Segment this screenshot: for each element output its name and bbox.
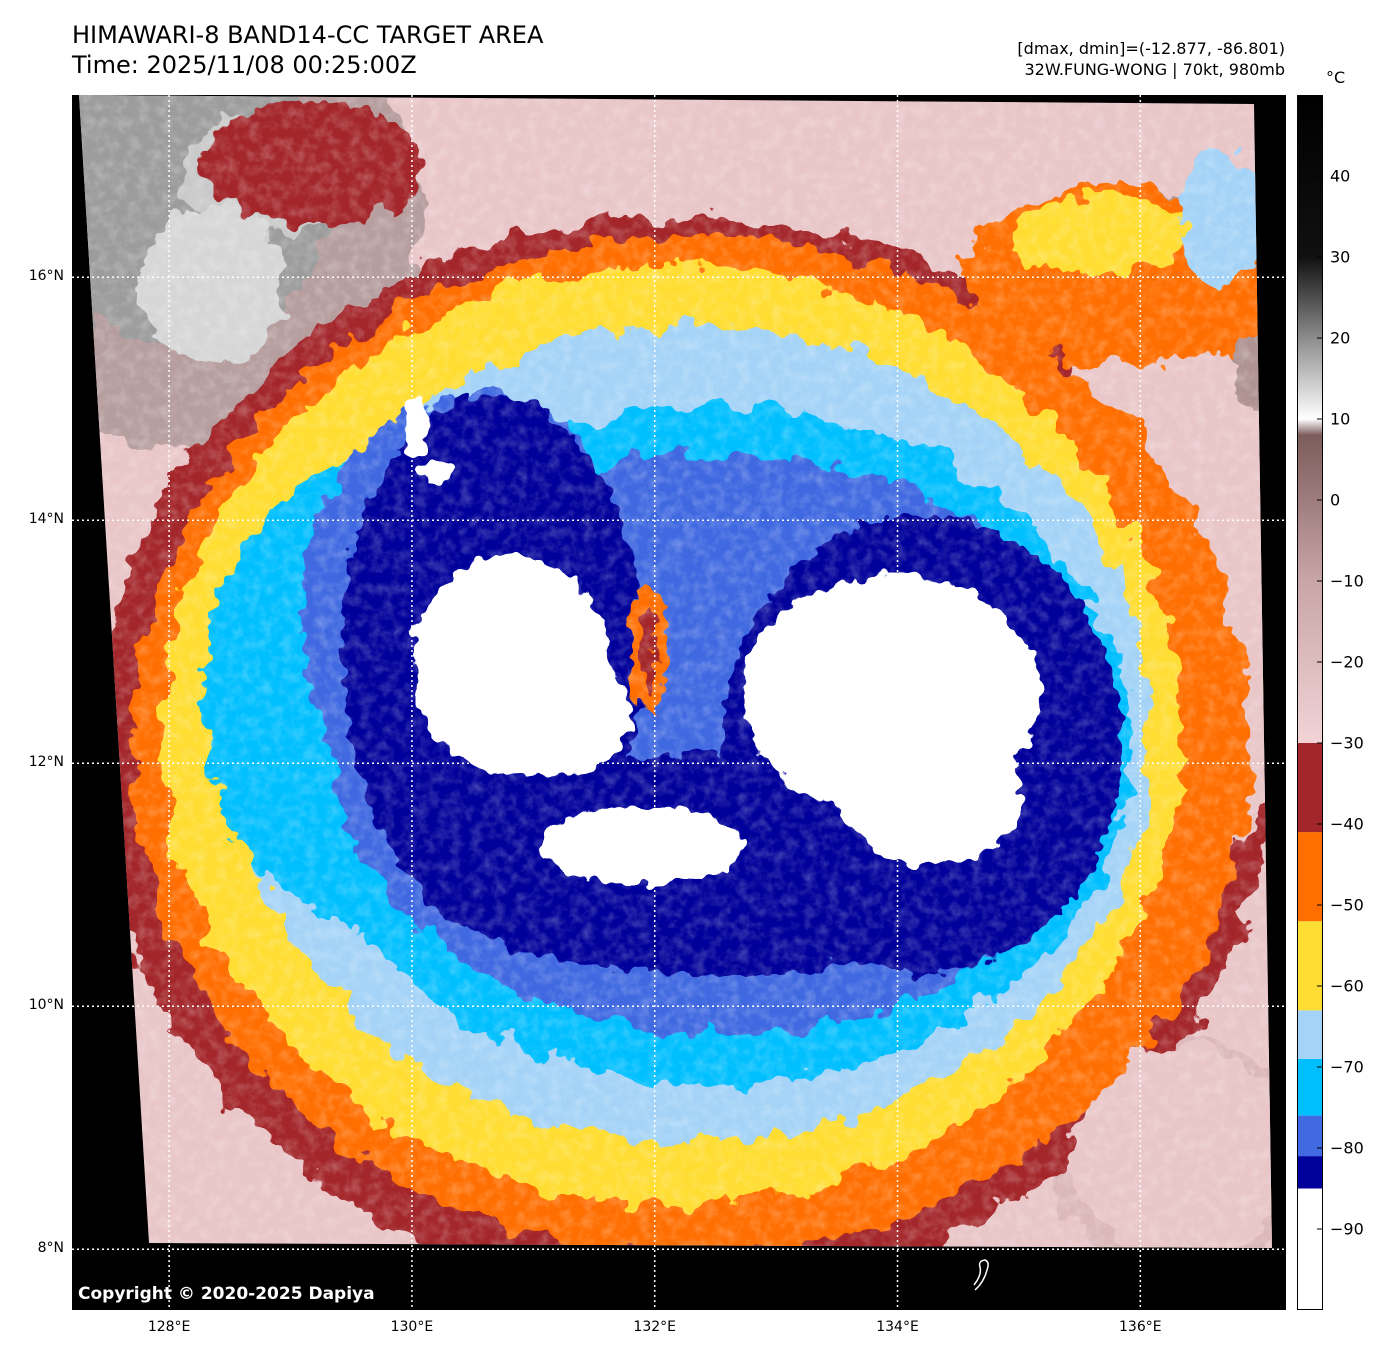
title-time: Time: 2025/11/08 00:25:00Z	[72, 51, 417, 79]
title-product: HIMAWARI-8 BAND14-CC TARGET AREA	[72, 21, 544, 49]
storm-name-intensity: 32W.FUNG-WONG | 70kt, 980mb	[1024, 60, 1285, 79]
lon-tick-label: 130°E	[390, 1319, 434, 1335]
colorbar-band	[1297, 743, 1323, 833]
colorbar-tick-label: −70	[1330, 1057, 1364, 1077]
lon-tick-label: 132°E	[633, 1319, 677, 1335]
colorbar-tick-label: −30	[1330, 733, 1364, 753]
colorbar-band	[1297, 832, 1323, 922]
colorbar-band	[1297, 1115, 1323, 1157]
colorbar-band	[1297, 1058, 1323, 1116]
satellite-map	[72, 95, 1286, 1310]
colorbar-tick-label: −60	[1330, 976, 1364, 996]
colorbar-tick-label: −50	[1330, 895, 1364, 915]
colorbar-tick-label: −80	[1330, 1138, 1364, 1158]
lat-tick-label: 16°N	[28, 268, 64, 285]
storm-info: [dmax, dmin]=(-12.877, -86.801) 32W.FUNG…	[1017, 38, 1285, 80]
dmax-dmin-readout: [dmax, dmin]=(-12.877, -86.801)	[1017, 39, 1285, 58]
colorbar-tick-label: 10	[1330, 409, 1351, 429]
lon-tick-label: 136°E	[1119, 1319, 1162, 1335]
colorbar-tick-label: −90	[1330, 1219, 1364, 1239]
lat-tick-label: 12°N	[28, 754, 64, 771]
lon-tick-label: 134°E	[876, 1319, 919, 1335]
lat-tick-label: 14°N	[28, 511, 64, 528]
lat-tick-label: 8°N	[37, 1240, 64, 1257]
island-outline	[973, 1259, 989, 1291]
colorbar-band	[1297, 1010, 1323, 1059]
colorbar-tick-label: −40	[1330, 814, 1364, 834]
colorbar-band	[1297, 1156, 1323, 1189]
colorbar-band	[1297, 921, 1323, 1011]
lon-tick-label: 128°E	[147, 1319, 191, 1335]
copyright-notice: Copyright © 2020-2025 Dapiya	[78, 1284, 375, 1304]
colorbar-tick-label: 20	[1330, 328, 1351, 348]
lat-lon-gridlines	[72, 95, 1286, 1310]
colorbar-tick-label: 0	[1330, 490, 1341, 510]
colorbar-tick-label: 30	[1330, 247, 1351, 267]
colorbar-tick-label: 40	[1330, 166, 1351, 186]
colorbar-unit: °C	[1326, 68, 1346, 87]
colorbar-tick-label: −20	[1330, 652, 1364, 672]
colorbar-band	[1297, 1188, 1323, 1310]
lat-tick-label: 10°N	[28, 997, 64, 1014]
temperature-colorbar	[1297, 95, 1323, 1310]
map-title: HIMAWARI-8 BAND14-CC TARGET AREA Time: 2…	[72, 20, 543, 80]
colorbar-tick-label: −10	[1330, 571, 1364, 591]
